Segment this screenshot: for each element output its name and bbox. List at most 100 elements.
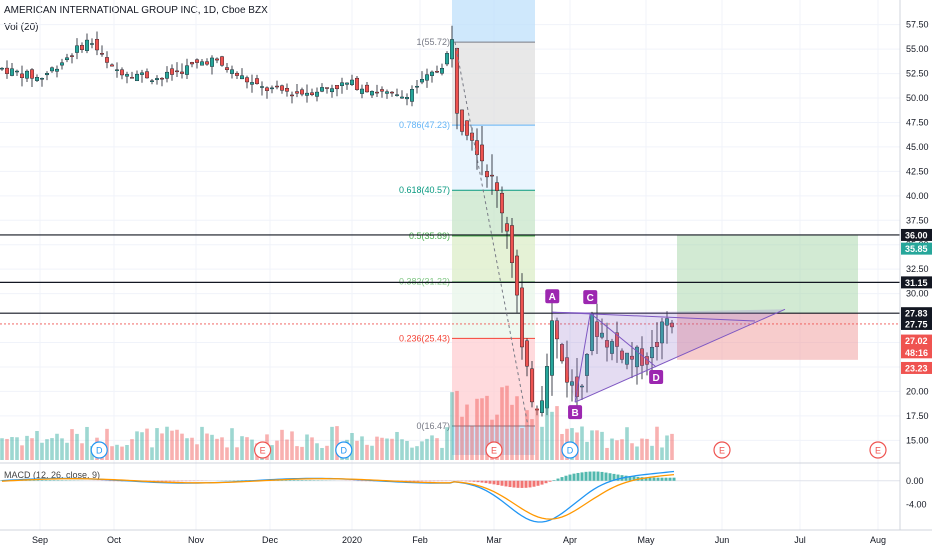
volume-bar — [65, 442, 69, 460]
candle-body — [650, 346, 655, 359]
candle-body — [355, 77, 360, 90]
fib-level-label: 0.5(35.89) — [409, 231, 450, 241]
event-marker-label: D — [341, 446, 348, 456]
volume-bar — [220, 437, 224, 460]
candle-body — [340, 82, 345, 86]
event-marker-label: E — [491, 446, 497, 456]
volume-bar — [60, 438, 64, 460]
fib-level-label: 0.618(40.57) — [399, 185, 450, 195]
macd-histogram-bar — [568, 474, 572, 481]
volume-bar — [380, 437, 384, 460]
macd-histogram-bar — [488, 480, 492, 484]
price-tick-label: 57.50 — [906, 20, 929, 30]
candle-body — [410, 89, 415, 102]
volume-bar — [170, 430, 174, 460]
candle-body — [600, 332, 605, 338]
volume-bar — [215, 438, 219, 460]
volume-bar — [450, 392, 454, 460]
volume-bar — [640, 438, 644, 460]
macd-histogram-bar — [408, 480, 412, 482]
macd-histogram-bar — [420, 480, 424, 482]
volume-bar — [400, 439, 404, 460]
volume-bar — [460, 416, 464, 460]
candle-body — [670, 322, 675, 328]
macd-indicator-label[interactable]: MACD (12, 26, close, 9) — [4, 470, 101, 480]
volume-bar — [75, 433, 79, 460]
candle-body — [380, 89, 385, 92]
time-tick-label: Sep — [32, 535, 48, 545]
volume-bar — [520, 428, 524, 460]
macd-histogram-bar — [512, 480, 516, 488]
volume-bar — [390, 438, 394, 460]
volume-bar — [335, 426, 339, 460]
volume-bar — [160, 433, 164, 460]
price-tick-label: 45.00 — [906, 142, 929, 152]
macd-histogram-bar — [560, 477, 564, 481]
macd-histogram-bar — [40, 480, 44, 481]
macd-histogram-bar — [572, 473, 576, 481]
candle-body — [655, 341, 660, 348]
candle-body — [229, 69, 234, 74]
dividend-marker — [335, 441, 353, 459]
volume-bar — [130, 439, 134, 460]
candle-body — [400, 96, 405, 99]
volume-bar — [185, 438, 189, 460]
candle-body — [450, 39, 455, 60]
volume-bar — [645, 438, 649, 460]
candle-body — [275, 85, 280, 88]
volume-bar — [190, 437, 194, 460]
volume-bar — [35, 430, 39, 460]
macd-histogram-bar — [588, 471, 592, 481]
candle-body — [335, 85, 340, 90]
candle-body — [84, 39, 89, 51]
pattern-point-label: D — [653, 373, 660, 384]
volume-bar — [405, 440, 409, 460]
volume-bar — [180, 433, 184, 460]
macd-histogram-bar — [32, 480, 36, 481]
price-badge-label: 31.15 — [905, 278, 928, 288]
candle-body — [239, 75, 244, 80]
volume-bar — [355, 440, 359, 460]
pattern-line — [589, 312, 657, 368]
volume-indicator-label[interactable]: Vol (20) — [4, 22, 39, 33]
volume-bar — [595, 430, 599, 460]
volume-bar — [370, 445, 374, 460]
macd-histogram-bar — [664, 477, 668, 481]
volume-bar — [225, 447, 229, 460]
volume-bar — [605, 447, 609, 460]
volume-bar — [530, 419, 534, 460]
macd-histogram-bar — [28, 480, 32, 481]
candle-body — [74, 45, 79, 53]
volume-bar — [670, 433, 674, 460]
macd-histogram-bar — [36, 480, 40, 481]
volume-bar — [490, 419, 494, 460]
candle-body — [199, 61, 204, 66]
volume-bar — [385, 438, 389, 460]
macd-histogram-bar — [516, 480, 520, 488]
volume-bar — [500, 387, 504, 460]
macd-histogram-bar — [480, 480, 484, 483]
price-badge-label: 23.23 — [905, 363, 928, 373]
candle-body — [375, 91, 380, 94]
macd-histogram-bar — [500, 480, 504, 486]
volume-bar — [465, 404, 469, 460]
pattern-point-marker — [649, 369, 664, 384]
candle-body — [630, 355, 635, 360]
volume-bar — [550, 411, 554, 460]
volume-bar — [300, 446, 304, 460]
candle-body — [9, 68, 14, 76]
macd-histogram-bar — [160, 480, 164, 482]
time-tick-label: Nov — [188, 535, 205, 545]
event-marker-label: D — [96, 446, 103, 456]
pattern-trend-top — [552, 311, 756, 322]
candle-body — [635, 346, 640, 368]
candle-body — [129, 77, 134, 79]
volume-bar — [475, 398, 479, 460]
event-marker-label: E — [875, 446, 881, 456]
macd-histogram-bar — [624, 475, 628, 481]
price-tick-label: 17.50 — [906, 411, 929, 421]
volume-bar — [580, 426, 584, 460]
candle-body — [14, 70, 19, 73]
macd-histogram-bar — [280, 480, 284, 481]
